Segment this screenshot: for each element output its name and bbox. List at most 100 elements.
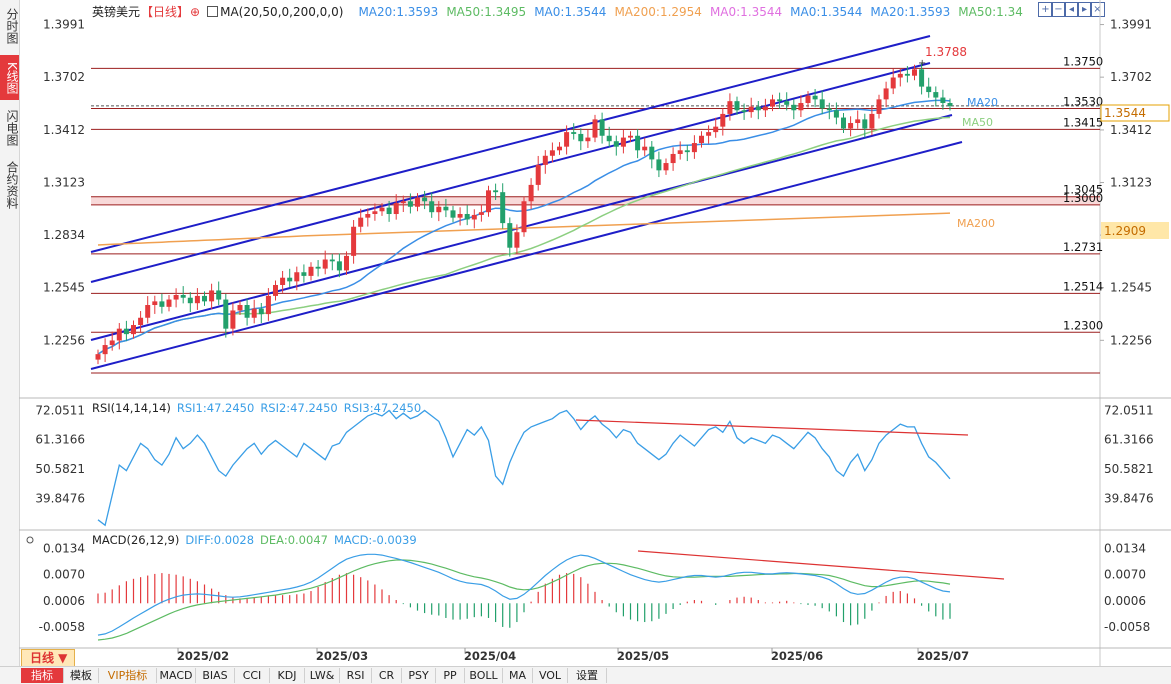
toolbar-tab-5[interactable]: CCI <box>235 668 270 683</box>
ma50-tag: MA50 <box>962 116 993 129</box>
toolbar-tab-9[interactable]: CR <box>372 668 402 683</box>
rsi-tick-left: 50.5821 <box>35 462 85 476</box>
price-tick-left: 1.3412 <box>43 123 85 137</box>
toolbar-tab-13[interactable]: MA <box>503 668 533 683</box>
price-tick-right: 1.2545 <box>1110 281 1152 295</box>
candle-body <box>862 119 868 129</box>
toolbar-tab-7[interactable]: LW& <box>305 668 340 683</box>
remove-icon[interactable]: − <box>1051 2 1066 17</box>
candle-body <box>322 259 328 269</box>
trend-channel-line <box>90 35 931 253</box>
left-tab-3[interactable]: 合约资料 <box>5 161 19 209</box>
candle-body <box>656 159 662 171</box>
price-tick-right: 1.3702 <box>1110 70 1152 84</box>
candle-body <box>748 106 754 113</box>
candle-body <box>450 210 456 218</box>
left-tab-2[interactable]: 闪电图 <box>5 110 19 146</box>
candle-body <box>280 277 286 285</box>
macd-settings-icon <box>26 536 34 544</box>
candle-body <box>784 101 790 105</box>
candle-body <box>400 201 406 204</box>
candle-body <box>265 295 271 315</box>
candle-body <box>727 101 733 114</box>
rsi-legend-1: RSI2:47.2450 <box>260 401 338 415</box>
toolbar-tab-1[interactable]: 模板 <box>64 668 99 683</box>
candle-body <box>706 132 712 136</box>
current-price-tag: 1.3544 <box>1104 106 1146 120</box>
candle-body <box>116 328 122 341</box>
period-button[interactable]: 日线 ▼ <box>21 649 75 668</box>
candle-body <box>713 126 719 133</box>
toolbar-tab-12[interactable]: BOLL <box>465 668 503 683</box>
toolbar-tab-11[interactable]: PP <box>436 668 465 683</box>
prev-icon[interactable]: ◂ <box>1064 2 1079 17</box>
candle-body <box>138 317 144 326</box>
left-tab-1[interactable]: K线图 <box>0 55 19 100</box>
candle-body <box>684 150 690 153</box>
candle-body <box>372 211 378 215</box>
level-label: 1.2514 <box>1063 279 1103 293</box>
price-tick-left: 1.3123 <box>43 176 85 190</box>
candle-body <box>677 150 683 154</box>
high-marker: + <box>918 58 926 69</box>
date-tick: 2025/03 <box>316 649 368 663</box>
candle-body <box>564 132 570 147</box>
add-icon[interactable]: + <box>1038 2 1053 17</box>
rsi-tick-right: 61.3166 <box>1104 433 1154 447</box>
ma-value-7: MA50:1.34 <box>958 5 1023 19</box>
macd-legend-0: DIFF:0.0028 <box>185 533 255 547</box>
toolbar-tab-0[interactable]: 指标 <box>21 668 64 683</box>
chart-canvas[interactable]: 1.3991 1.3991 1.3702 1.3702 1.3412 1.3412 1.31… <box>0 0 1171 666</box>
toolbar-tab-3[interactable]: MACD <box>157 668 196 683</box>
candle-body <box>351 226 357 256</box>
current-price-tag-box <box>1100 104 1170 122</box>
macd-tick-right: -0.0058 <box>1104 620 1150 634</box>
toolbar-tab-4[interactable]: BIAS <box>196 668 235 683</box>
candle-body <box>578 133 584 142</box>
toolbar-tab-14[interactable]: VOL <box>533 668 568 683</box>
candle-body <box>273 284 278 296</box>
candle-body <box>592 119 598 138</box>
candle-body <box>933 92 939 98</box>
candle-body <box>315 266 321 269</box>
chart-header: 英镑美元【日线】⊕ MA(20,50,0,200,0,0) MA20:1.3593 M… <box>92 3 1023 19</box>
candle-body <box>464 214 470 220</box>
candle-body <box>805 95 811 103</box>
date-tick: 2025/06 <box>771 649 823 663</box>
toolbar-tab-15[interactable]: 设置 <box>568 668 607 683</box>
candle-body <box>258 308 264 315</box>
candle-body <box>528 184 534 202</box>
candle-body <box>521 201 527 233</box>
next-icon[interactable]: ▸ <box>1077 2 1092 17</box>
rsi-legend-0: RSI1:47.2450 <box>176 401 255 415</box>
macd-tick-right: 0.0070 <box>1104 568 1146 582</box>
rsi-divergence-line <box>575 419 969 436</box>
candle-body <box>393 203 399 215</box>
candle-body <box>244 305 250 318</box>
ma-value-3: MA200:1.2954 <box>614 5 702 19</box>
price-tick-left: 1.2545 <box>43 281 85 295</box>
rsi-tick-left: 61.3166 <box>35 433 85 447</box>
candle-body <box>869 113 875 129</box>
ma-value-1: MA50:1.3495 <box>446 5 527 19</box>
rsi-tick-right: 72.0511 <box>1104 403 1154 417</box>
window-controls: + − ◂ ▸ × <box>1038 2 1105 18</box>
rsi-tick-right: 50.5821 <box>1104 462 1154 476</box>
candle-body <box>443 206 449 211</box>
rsi-header: RSI(14,14,14) RSI1:47.2450 RSI2:47.2450 RSI… <box>92 401 433 415</box>
toolbar-tab-6[interactable]: KDJ <box>270 668 305 683</box>
candle-body <box>251 308 257 318</box>
toolbar-tab-10[interactable]: PSY <box>402 668 436 683</box>
toolbar-tab-8[interactable]: RSI <box>340 668 372 683</box>
close-icon[interactable]: × <box>1090 2 1105 17</box>
candle-body <box>812 95 818 100</box>
period-tag[interactable]: 【日线】 <box>141 5 190 19</box>
candle-body <box>741 110 747 113</box>
ma-settings-checkbox-icon[interactable] <box>207 6 219 17</box>
gear-icon[interactable]: ⊕ <box>190 5 201 19</box>
candle-body <box>883 88 889 100</box>
left-tab-0[interactable]: 分时图 <box>5 8 19 44</box>
candle-body <box>507 223 513 248</box>
toolbar-tab-2[interactable]: VIP指标 <box>99 668 157 683</box>
